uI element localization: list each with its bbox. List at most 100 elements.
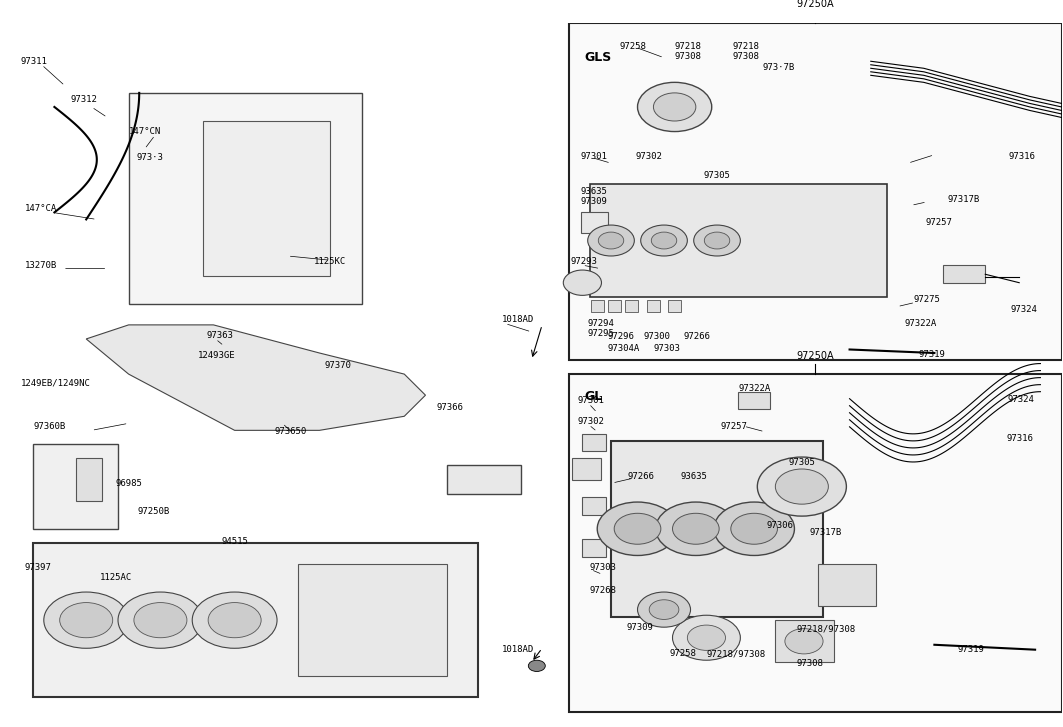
Bar	[129, 93, 361, 304]
Text: 96985: 96985	[116, 478, 142, 488]
Circle shape	[60, 603, 113, 638]
Circle shape	[614, 513, 661, 545]
Text: 97311: 97311	[20, 57, 48, 65]
Circle shape	[673, 513, 720, 545]
Text: 97303: 97303	[590, 563, 617, 572]
Circle shape	[44, 592, 129, 648]
Text: 973650: 973650	[275, 427, 307, 436]
Text: 97312: 97312	[70, 95, 97, 105]
Circle shape	[528, 660, 545, 672]
Text: 97308: 97308	[733, 52, 760, 61]
Circle shape	[775, 469, 828, 504]
Circle shape	[208, 603, 261, 638]
Text: 973·7B: 973·7B	[762, 63, 795, 72]
Circle shape	[638, 82, 712, 132]
Bar	[775, 620, 833, 662]
Text: 97303: 97303	[654, 345, 680, 353]
Text: 97302: 97302	[577, 417, 604, 427]
Bar	[647, 300, 660, 312]
Circle shape	[192, 592, 277, 648]
Text: 147°CA: 147°CA	[24, 204, 57, 214]
Text: 973·3: 973·3	[136, 153, 163, 162]
Text: 1018AD: 1018AD	[502, 315, 534, 324]
Text: 97309: 97309	[580, 196, 607, 206]
Text: 97370: 97370	[325, 361, 352, 370]
Text: 97316: 97316	[1007, 434, 1033, 443]
Text: 97306: 97306	[766, 521, 794, 530]
Circle shape	[714, 502, 794, 555]
Text: 97304A: 97304A	[608, 345, 640, 353]
Bar	[943, 265, 985, 283]
Bar	[625, 300, 638, 312]
Text: 97258: 97258	[670, 649, 696, 659]
Text: 93635: 93635	[681, 472, 708, 481]
Circle shape	[784, 629, 823, 654]
Circle shape	[688, 625, 726, 651]
Bar	[583, 539, 606, 557]
Circle shape	[638, 592, 691, 627]
Text: 97250A: 97250A	[796, 0, 833, 9]
Text: 97258: 97258	[620, 42, 646, 51]
Text: 93635: 93635	[580, 187, 607, 196]
Text: 97257: 97257	[721, 422, 747, 430]
Bar	[203, 121, 330, 276]
Text: 97250A: 97250A	[796, 351, 833, 361]
Text: 97308: 97308	[675, 52, 702, 61]
Text: 12493GE: 12493GE	[198, 350, 235, 360]
Text: 13270B: 13270B	[24, 260, 57, 270]
Text: 1249EB/1249NC: 1249EB/1249NC	[20, 378, 90, 387]
Text: 97295: 97295	[588, 329, 614, 338]
Text: 97319: 97319	[918, 350, 945, 359]
Text: 97266: 97266	[628, 472, 655, 481]
Text: 97317B: 97317B	[809, 529, 842, 537]
Text: 97308: 97308	[796, 659, 824, 668]
Bar	[591, 300, 604, 312]
Circle shape	[673, 615, 740, 660]
Text: 97317B: 97317B	[947, 196, 979, 204]
Circle shape	[705, 232, 730, 249]
Text: 97322A: 97322A	[738, 384, 771, 393]
Text: 1018AD: 1018AD	[502, 645, 534, 654]
Text: 97218: 97218	[675, 42, 702, 51]
Text: 97218: 97218	[733, 42, 760, 51]
Circle shape	[588, 225, 635, 256]
Bar	[581, 212, 608, 233]
Circle shape	[652, 232, 677, 249]
Text: 97275: 97275	[913, 295, 940, 304]
Text: 97397: 97397	[24, 563, 52, 572]
Bar	[75, 459, 102, 501]
Text: 97366: 97366	[436, 403, 463, 412]
Text: 97294: 97294	[588, 319, 614, 328]
Text: GLS: GLS	[585, 51, 612, 64]
Bar	[572, 459, 602, 480]
Text: 1125AC: 1125AC	[100, 574, 132, 582]
Text: 97301: 97301	[577, 396, 604, 406]
Text: 97305: 97305	[788, 458, 815, 467]
Text: 97250B: 97250B	[137, 507, 169, 515]
Bar	[583, 497, 606, 515]
Circle shape	[563, 270, 602, 295]
Bar	[33, 543, 478, 697]
Bar	[669, 300, 681, 312]
Text: 97300: 97300	[644, 332, 671, 342]
Text: 97305: 97305	[704, 172, 730, 180]
Polygon shape	[86, 325, 425, 430]
Text: 97316: 97316	[1009, 152, 1035, 161]
Circle shape	[649, 600, 679, 619]
Circle shape	[597, 502, 678, 555]
Text: 97266: 97266	[684, 332, 710, 342]
Bar	[569, 374, 1062, 712]
Bar	[1, 23, 553, 726]
Circle shape	[731, 513, 777, 545]
Text: 97324: 97324	[1011, 305, 1037, 314]
Text: 97322A: 97322A	[905, 319, 937, 328]
Text: GL: GL	[585, 390, 603, 403]
Text: 97257: 97257	[926, 218, 952, 227]
Text: 97218/97308: 97218/97308	[707, 649, 765, 659]
Text: 97324: 97324	[1008, 395, 1034, 404]
Text: 97296: 97296	[608, 332, 635, 342]
Bar	[569, 23, 1062, 360]
Bar	[608, 300, 621, 312]
Text: 97301: 97301	[580, 152, 607, 161]
Text: 97218/97308: 97218/97308	[796, 624, 856, 633]
